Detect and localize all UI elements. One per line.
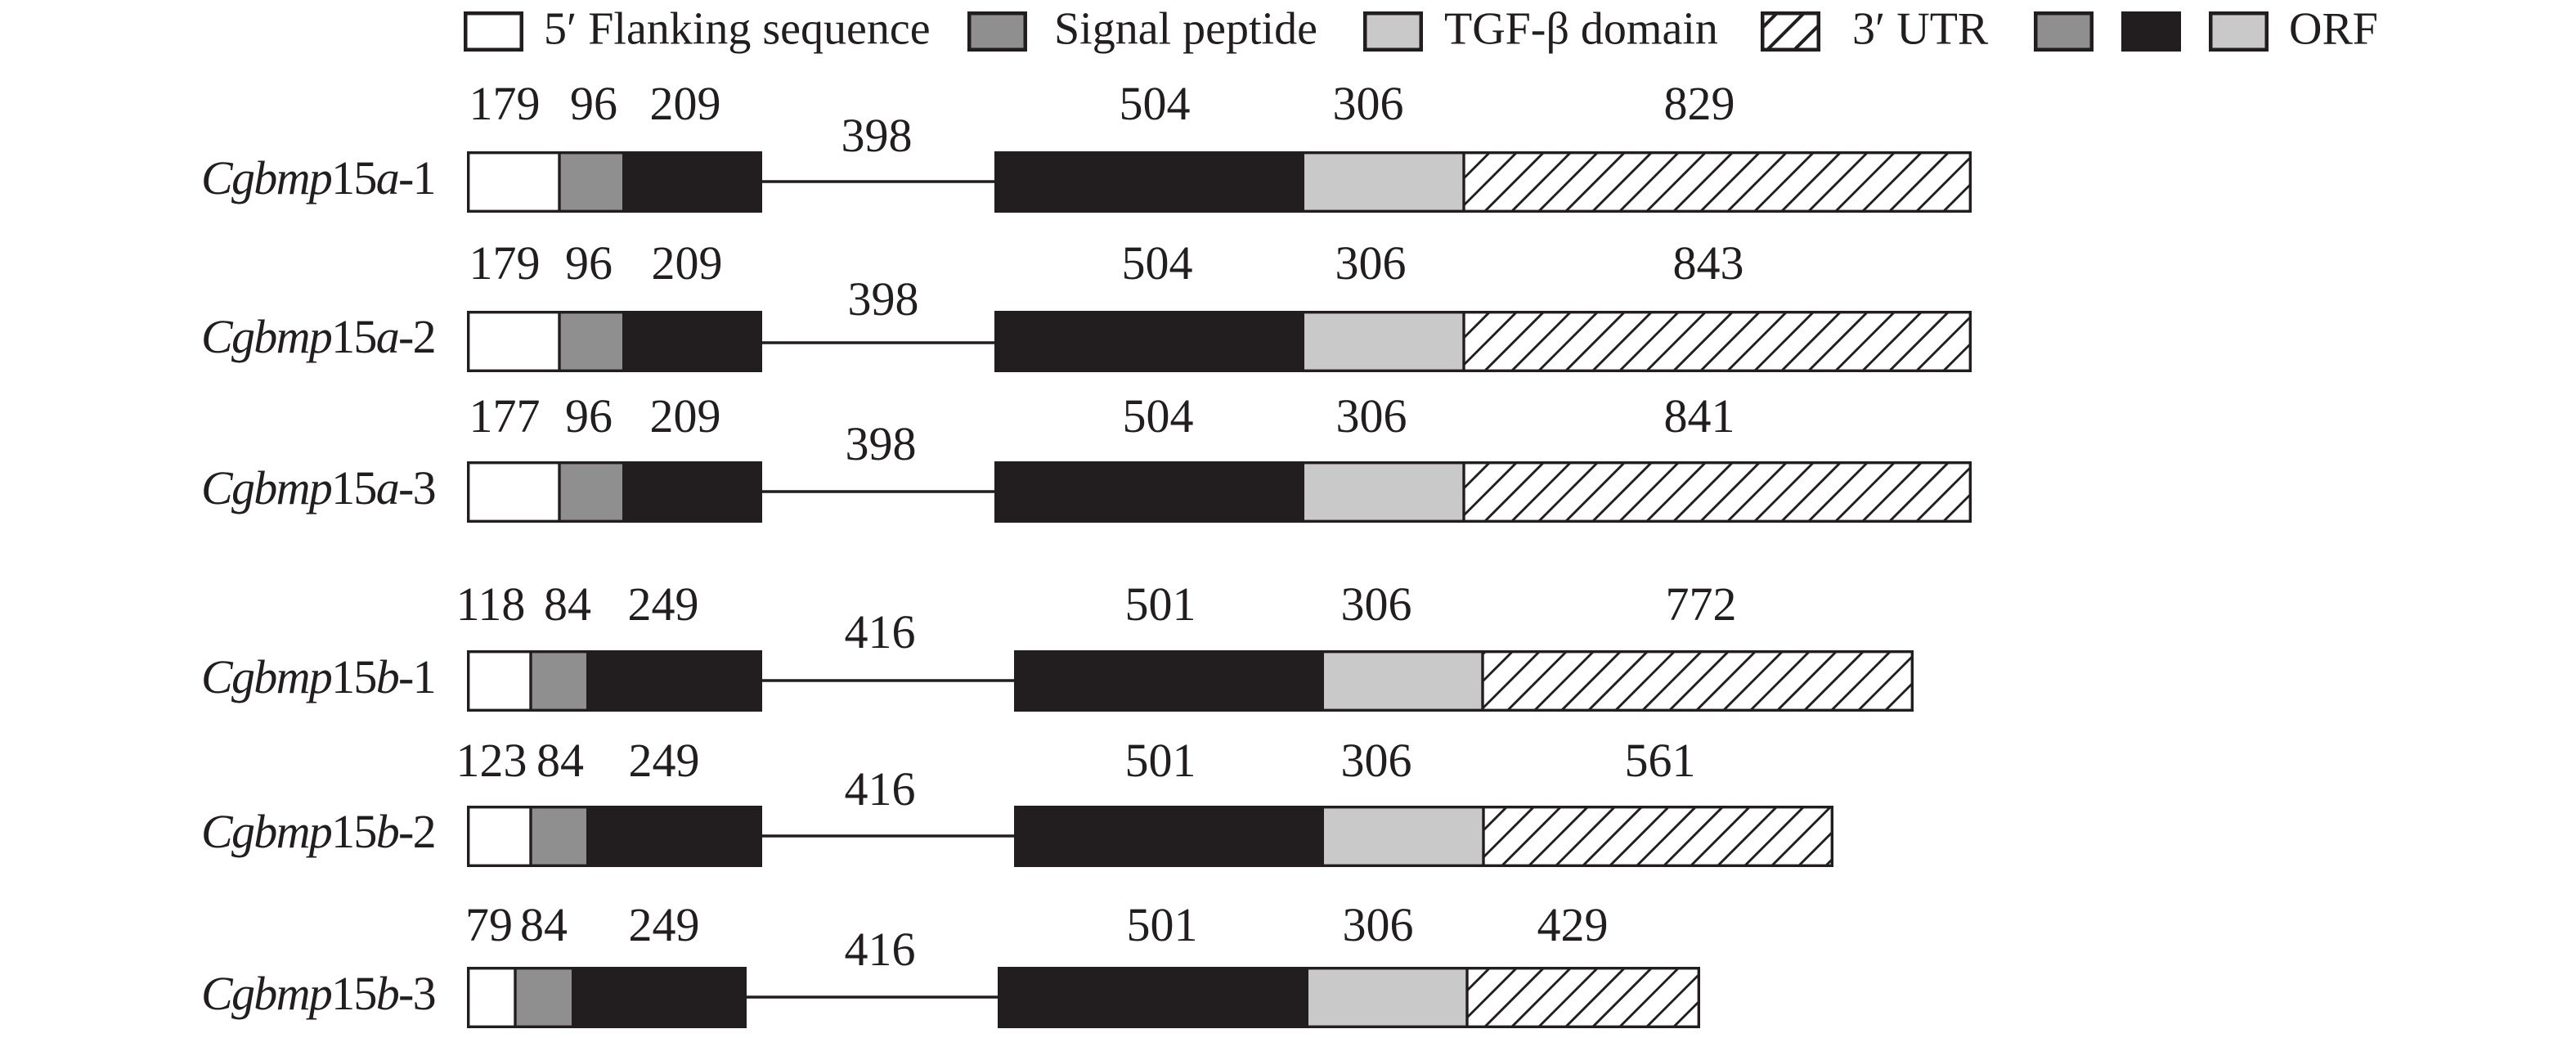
svg-text:Cgbmp15b-2: Cgbmp15b-2 bbox=[201, 805, 435, 858]
svg-text:179: 179 bbox=[469, 236, 541, 290]
svg-text:416: 416 bbox=[845, 605, 916, 658]
svg-text:429: 429 bbox=[1537, 898, 1609, 951]
svg-text:416: 416 bbox=[845, 923, 916, 976]
svg-text:Signal peptide: Signal peptide bbox=[1054, 4, 1317, 55]
svg-text:504: 504 bbox=[1123, 389, 1194, 443]
svg-text:504: 504 bbox=[1122, 236, 1193, 290]
svg-text:209: 209 bbox=[650, 77, 721, 130]
svg-text:Cgbmp15a-2: Cgbmp15a-2 bbox=[201, 310, 435, 363]
svg-text:249: 249 bbox=[628, 577, 699, 631]
svg-text:416: 416 bbox=[845, 762, 916, 816]
svg-text:306: 306 bbox=[1341, 577, 1412, 631]
svg-text:3′ UTR: 3′ UTR bbox=[1852, 4, 1989, 55]
svg-text:772: 772 bbox=[1666, 577, 1737, 631]
svg-text:501: 501 bbox=[1127, 898, 1198, 951]
svg-text:Cgbmp15a-1: Cgbmp15a-1 bbox=[201, 151, 435, 204]
svg-text:Cgbmp15a-3: Cgbmp15a-3 bbox=[201, 461, 435, 515]
svg-text:306: 306 bbox=[1343, 898, 1414, 951]
svg-text:79: 79 bbox=[465, 898, 513, 951]
svg-text:96: 96 bbox=[565, 389, 613, 443]
svg-text:398: 398 bbox=[848, 272, 919, 326]
svg-text:501: 501 bbox=[1125, 577, 1196, 631]
svg-text:177: 177 bbox=[469, 389, 541, 443]
svg-text:179: 179 bbox=[469, 77, 541, 130]
svg-text:249: 249 bbox=[629, 898, 700, 951]
svg-text:TGF-β domain: TGF-β domain bbox=[1444, 4, 1718, 55]
svg-text:504: 504 bbox=[1120, 77, 1191, 130]
svg-text:398: 398 bbox=[841, 109, 913, 162]
svg-text:123: 123 bbox=[456, 734, 527, 787]
svg-text:398: 398 bbox=[846, 417, 917, 470]
svg-text:306: 306 bbox=[1333, 77, 1404, 130]
svg-text:118: 118 bbox=[456, 577, 526, 631]
svg-text:Cgbmp15b-3: Cgbmp15b-3 bbox=[201, 967, 435, 1020]
svg-text:843: 843 bbox=[1673, 236, 1744, 290]
svg-text:501: 501 bbox=[1125, 734, 1196, 787]
svg-text:ORF: ORF bbox=[2289, 4, 2378, 55]
svg-text:96: 96 bbox=[565, 236, 613, 290]
svg-text:249: 249 bbox=[629, 734, 700, 787]
svg-text:209: 209 bbox=[650, 389, 721, 443]
svg-text:829: 829 bbox=[1664, 77, 1735, 130]
svg-text:84: 84 bbox=[520, 898, 568, 951]
svg-text:306: 306 bbox=[1336, 389, 1407, 443]
svg-text:561: 561 bbox=[1625, 734, 1696, 787]
svg-text:306: 306 bbox=[1335, 236, 1407, 290]
svg-text:209: 209 bbox=[652, 236, 723, 290]
svg-text:96: 96 bbox=[570, 77, 617, 130]
svg-text:84: 84 bbox=[544, 577, 591, 631]
svg-text:84: 84 bbox=[536, 734, 584, 787]
svg-text:306: 306 bbox=[1341, 734, 1412, 787]
svg-text:841: 841 bbox=[1664, 389, 1735, 443]
svg-text:5′ Flanking sequence: 5′ Flanking sequence bbox=[544, 4, 931, 55]
svg-text:Cgbmp15b-1: Cgbmp15b-1 bbox=[201, 650, 435, 703]
